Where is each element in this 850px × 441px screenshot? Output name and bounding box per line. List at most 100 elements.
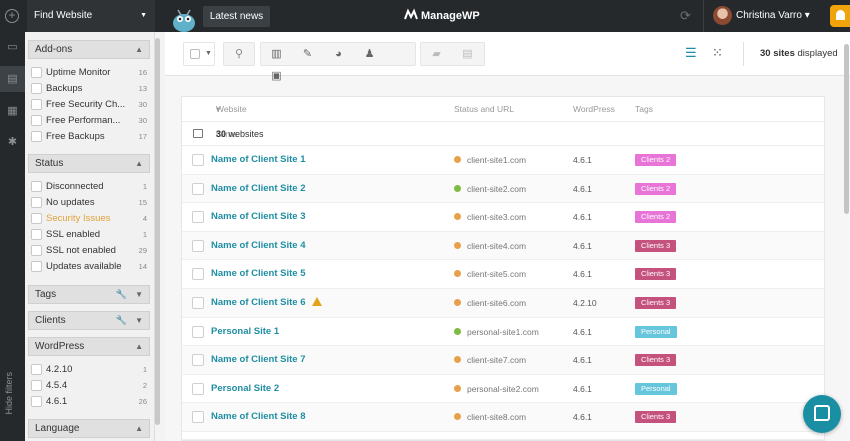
status-filter-header[interactable]: Status ▲ <box>28 154 150 173</box>
table-row[interactable]: Name of Client Site 2 client-site2.com 4.6… <box>182 174 824 204</box>
backup-icon[interactable]: ▣ <box>271 70 282 82</box>
website-name-link[interactable]: Name of Client Site 8 <box>211 403 306 431</box>
notifications-button[interactable] <box>830 5 850 27</box>
website-name-link[interactable]: Name of Client Site 1 <box>211 146 306 174</box>
filter-item[interactable]: 4.6.1 26 <box>31 394 147 410</box>
user-menu[interactable]: Christina Varro ▾ <box>736 10 810 21</box>
website-name-link[interactable]: Name of Client Site 7 <box>211 346 306 374</box>
website-url[interactable]: personal-site2.com <box>467 383 539 394</box>
addons-filter-header[interactable]: Add-ons ▲ <box>28 40 150 59</box>
website-url[interactable]: client-site1.com <box>467 155 527 165</box>
tag-badge[interactable]: Personal <box>635 325 677 338</box>
checkbox[interactable] <box>31 261 42 272</box>
users-icon[interactable]: ♟ <box>364 48 375 60</box>
checkbox[interactable] <box>31 131 42 142</box>
filter-item[interactable]: SSL not enabled 29 <box>31 243 147 259</box>
filter-item[interactable]: Uptime Monitor 16 <box>31 65 147 81</box>
filter-item[interactable]: No updates 15 <box>31 195 147 211</box>
website-url[interactable]: client-site2.com <box>467 183 527 194</box>
website-name-link[interactable]: Name of Client Site 6 <box>211 289 322 317</box>
filter-item[interactable]: 4.2.10 1 <box>31 362 147 378</box>
plugins-icon[interactable]: ✎ <box>302 48 313 60</box>
select-all-dropdown[interactable]: ▼ <box>183 42 215 66</box>
filter-item[interactable]: 4.5.4 2 <box>31 378 147 394</box>
table-row[interactable]: Personal Site 2 personal-site2.com 4.6.1 Pe… <box>182 375 824 404</box>
filter-item[interactable]: SSL enabled 1 <box>31 227 147 243</box>
wrench-icon[interactable]: 🔧 <box>115 315 127 325</box>
hide-filters-toggle[interactable]: Hide filters <box>4 372 14 415</box>
find-website-dropdown[interactable]: Find Website ▼ <box>27 0 155 32</box>
warning-icon[interactable] <box>311 297 322 306</box>
column-website-name[interactable]: Website name ▾ <box>216 97 247 139</box>
monitor-icon[interactable]: ▭ <box>7 41 18 53</box>
avatar[interactable] <box>713 6 732 25</box>
row-checkbox[interactable] <box>192 411 204 424</box>
themes-icon[interactable]: ◕ <box>335 48 342 60</box>
tag-badge[interactable]: Personal <box>635 382 677 395</box>
website-url[interactable]: client-site6.com <box>467 298 527 308</box>
clients-filter-header[interactable]: Clients 🔧 ▼ <box>28 311 150 330</box>
filters-scrollbar[interactable] <box>155 38 160 425</box>
chat-button[interactable] <box>803 395 841 433</box>
website-url[interactable]: client-site3.com <box>467 212 527 223</box>
website-name-link[interactable]: Name of Client Site 4 <box>211 232 306 260</box>
plus-icon[interactable]: + <box>5 9 19 23</box>
checkbox[interactable] <box>31 396 42 407</box>
collapse-icon[interactable]: ▲ <box>135 159 143 168</box>
website-url[interactable]: client-site5.com <box>467 269 527 280</box>
websites-icon[interactable]: ▤ <box>0 66 25 92</box>
checkbox[interactable] <box>31 229 42 240</box>
website-name-link[interactable]: Personal Site 2 <box>211 375 279 403</box>
row-checkbox[interactable] <box>192 268 204 281</box>
checkbox[interactable] <box>31 115 42 126</box>
website-name-link[interactable]: Name of Client Site 3 <box>211 203 306 231</box>
checkbox[interactable] <box>31 245 42 256</box>
row-checkbox[interactable] <box>192 182 204 195</box>
tag-badge[interactable]: Clients 2 <box>635 154 677 166</box>
latest-news-button[interactable]: Latest news <box>203 6 270 27</box>
refresh-icon[interactable]: ⟳ <box>680 8 691 23</box>
table-row[interactable]: Name of Client Site 8 client-site8.com 4.6… <box>182 403 824 432</box>
website-url[interactable]: client-site7.com <box>467 355 527 366</box>
row-checkbox[interactable] <box>192 239 204 252</box>
search-button[interactable]: ⚲ <box>223 42 255 66</box>
row-checkbox[interactable] <box>192 211 204 224</box>
tag-icon[interactable]: ▰ <box>432 48 441 60</box>
checkbox[interactable] <box>31 181 42 192</box>
managewp-logo[interactable]: ManageWP <box>404 8 480 24</box>
table-row[interactable]: Name of Client Site 5 client-site5.com 4.6… <box>182 260 824 289</box>
table-row[interactable]: Name of Client Site 4 client-site4.com 4.6… <box>182 231 824 261</box>
tag-badge[interactable]: Clients 3 <box>635 268 677 281</box>
row-checkbox[interactable] <box>192 354 204 367</box>
table-row[interactable]: Name of Client Site 7 client-site7.com 4.6… <box>182 346 824 375</box>
website-name-link[interactable]: Personal Site 1 <box>211 318 279 346</box>
filter-item[interactable]: Free Performan... 30 <box>31 113 147 129</box>
tag-badge[interactable]: Clients 3 <box>635 239 677 252</box>
website-url[interactable]: client-site4.com <box>467 240 527 251</box>
clients-icon[interactable]: ▤ <box>462 48 473 60</box>
row-checkbox[interactable] <box>192 325 204 338</box>
collapse-icon[interactable]: ▲ <box>135 424 143 433</box>
filter-item[interactable]: Updates available 14 <box>31 259 147 275</box>
main-scrollbar[interactable] <box>844 44 849 214</box>
checkbox[interactable] <box>31 380 42 391</box>
wrench-icon[interactable]: 🔧 <box>115 289 127 299</box>
wordpress-filter-header[interactable]: WordPress ▲ <box>28 337 150 356</box>
filter-item[interactable]: Free Security Ch... 30 <box>31 97 147 113</box>
list-view-icon[interactable]: ☰ <box>685 45 697 60</box>
collapse-icon[interactable]: ▲ <box>135 342 143 351</box>
language-filter-header[interactable]: Language ▲ <box>28 419 150 438</box>
plugins-icon[interactable]: ▦ <box>7 105 18 117</box>
table-row[interactable]: Personal Site 1 personal-site1.com 4.6.1 Pe… <box>182 318 824 347</box>
tag-badge[interactable]: Clients 3 <box>635 354 677 367</box>
tag-badge[interactable]: Clients 3 <box>635 411 677 424</box>
tags-filter-header[interactable]: Tags 🔧 ▼ <box>28 285 150 304</box>
tag-badge[interactable]: Clients 3 <box>635 297 677 309</box>
settings-icon[interactable]: ✱ <box>7 136 18 148</box>
row-checkbox[interactable] <box>192 297 204 309</box>
tag-badge[interactable]: Clients 2 <box>635 182 677 195</box>
checkbox[interactable] <box>31 364 42 375</box>
filter-item[interactable]: Backups 13 <box>31 81 147 97</box>
expand-icon[interactable]: ▼ <box>135 316 143 325</box>
row-checkbox[interactable] <box>192 382 204 395</box>
